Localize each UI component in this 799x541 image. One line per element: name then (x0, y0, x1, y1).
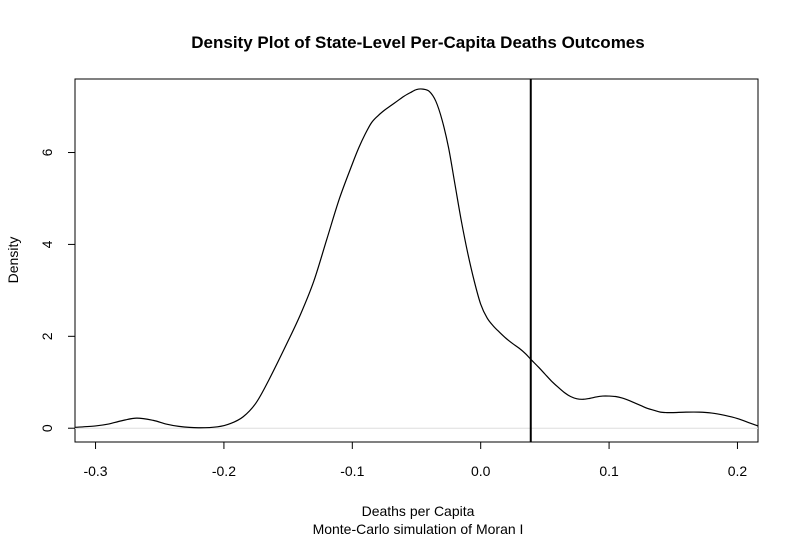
x-tick-label: -0.2 (212, 463, 236, 479)
x-tick-label: 0.1 (599, 463, 619, 479)
chart-title: Density Plot of State-Level Per-Capita D… (191, 33, 644, 52)
x-tick-label: -0.3 (83, 463, 107, 479)
x-axis-subtitle: Monte-Carlo simulation of Moran I (313, 521, 524, 537)
x-tick-label: 0.2 (728, 463, 748, 479)
x-tick-label: -0.1 (340, 463, 364, 479)
y-tick-label: 2 (39, 332, 55, 340)
plot-box (74, 78, 759, 443)
x-axis-label: Deaths per Capita (362, 503, 475, 519)
y-tick-label: 6 (39, 148, 55, 156)
y-axis: 0 2 4 6 (39, 148, 75, 432)
x-axis: -0.3 -0.2 -0.1 0.0 0.1 0.2 (83, 442, 747, 479)
y-axis-label: Density (5, 237, 21, 284)
y-tick-label: 0 (39, 424, 55, 432)
y-tick-label: 4 (39, 240, 55, 248)
x-tick-label: 0.0 (471, 463, 491, 479)
density-line (74, 88, 759, 429)
